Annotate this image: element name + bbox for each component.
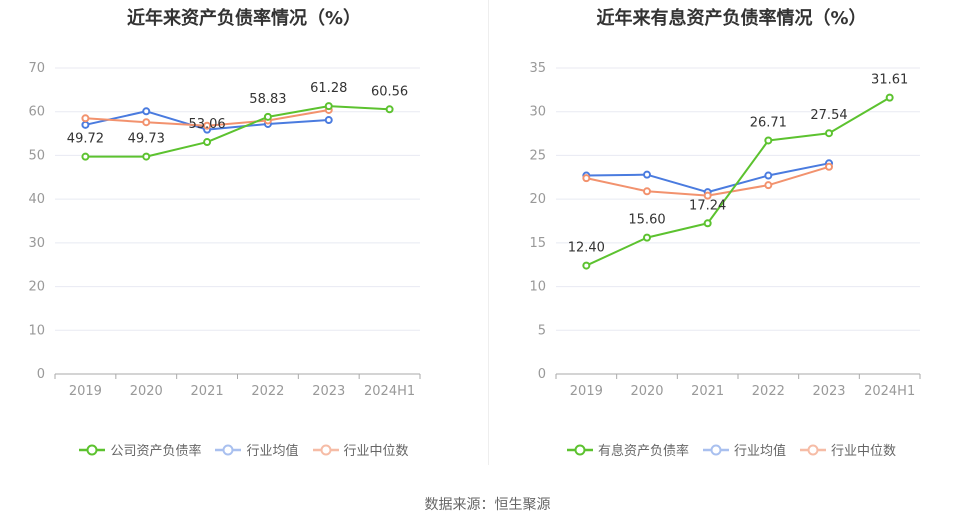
right-series-point-2 [703, 191, 712, 200]
right-data-label: 27.54 [810, 108, 847, 123]
right-y-tick-label: 5 [538, 323, 546, 338]
left-y-tick-label: 0 [37, 367, 45, 382]
legend-item-industry-median[interactable]: 行业中位数 [312, 440, 409, 459]
left-legend: 公司资产负债率 行业均值 行业中位数 [0, 440, 488, 459]
left-series-point-1 [324, 116, 333, 125]
left-series-point-2 [203, 121, 212, 130]
right-y-tick-label: 35 [529, 61, 546, 76]
legend-line-blue-icon [702, 444, 729, 455]
left-series-point-0 [385, 105, 394, 114]
right-y-tick-label: 0 [538, 367, 546, 382]
left-y-tick-label: 50 [28, 148, 45, 163]
left-data-label: 49.72 [67, 132, 104, 147]
legend-item-interest-bearing-debt-ratio[interactable]: 有息资产负债率 [566, 440, 689, 459]
left-y-tick-label: 10 [28, 323, 45, 338]
left-y-tick-label: 60 [28, 105, 45, 120]
data-source-note: 数据来源：恒生聚源 [424, 497, 551, 513]
legend-label: 行业均值 [733, 444, 786, 459]
right-data-label: 17.24 [689, 198, 726, 213]
right-series-line-0 [585, 96, 891, 267]
right-series-point-2 [764, 181, 773, 190]
panel-divider [488, 0, 489, 465]
right-x-tick-label: 2021 [691, 384, 724, 399]
right-chart-panel: 近年来有息资产负债率情况（%） 0 5 10 15 20 25 30 35 2019 2020 20… [488, 0, 975, 470]
right-series-point-1 [764, 171, 773, 180]
left-series-point-0 [81, 152, 90, 161]
legend-label: 行业均值 [246, 444, 299, 459]
left-series-point-0 [263, 112, 272, 121]
left-data-label: 58.83 [249, 92, 286, 107]
left-series-point-0 [142, 152, 151, 161]
right-series-point-0 [703, 219, 712, 228]
legend-label: 公司资产负债率 [110, 444, 202, 459]
legend-line-blue-icon [215, 444, 242, 455]
legend-label: 有息资产负债率 [597, 444, 689, 459]
legend-item-industry-average[interactable]: 行业均值 [215, 440, 299, 459]
right-chart-svg: 0 5 10 15 20 25 30 35 2019 2020 2021 2022 2023 2024H1… [529, 61, 921, 399]
right-series-point-0 [764, 136, 773, 145]
left-series-point-1 [142, 107, 151, 116]
legend-line-orange-icon [312, 444, 339, 455]
right-data-label: 26.71 [750, 115, 787, 130]
left-series-point-2 [81, 114, 90, 123]
right-x-tick-label: 2023 [812, 384, 845, 399]
right-chart-title: 近年来有息资产负债率情况（%） [596, 8, 867, 29]
right-data-label: 31.61 [871, 73, 908, 88]
right-legend: 有息资产负债率 行业均值 行业中位数 [488, 440, 975, 459]
right-series-point-2 [643, 187, 651, 196]
right-data-label: 15.60 [628, 213, 665, 228]
left-y-tick-label: 20 [28, 280, 45, 295]
left-data-label: 61.28 [310, 81, 347, 96]
legend-label: 行业中位数 [343, 444, 409, 459]
right-series-point-2 [825, 162, 833, 171]
left-x-tick-label: 2023 [312, 384, 345, 399]
left-data-label: 60.56 [371, 84, 408, 99]
legend-item-company-debt-ratio[interactable]: 公司资产负债率 [79, 440, 201, 459]
left-x-tick-label: 2022 [251, 384, 284, 399]
legend-label: 行业中位数 [831, 444, 897, 459]
right-series-point-0 [825, 129, 833, 138]
left-x-tick-label: 2024H1 [364, 384, 415, 399]
legend-line-green-icon [566, 444, 593, 455]
left-series-point-0 [324, 102, 333, 111]
left-data-label: 49.73 [128, 132, 165, 147]
left-x-tick-label: 2021 [191, 384, 224, 399]
left-data-label: 53.06 [188, 117, 225, 132]
right-y-tick-label: 25 [529, 148, 546, 163]
right-data-label: 12.40 [568, 241, 605, 256]
right-y-tick-label: 20 [529, 192, 546, 207]
left-series-point-2 [142, 118, 151, 127]
right-y-tick-label: 30 [529, 105, 546, 120]
left-chart-svg: 0 10 20 30 40 50 60 70 2019 2020 2021 2022 2023 2024H… [28, 61, 421, 399]
left-series-point-1 [81, 120, 90, 129]
left-y-tick-label: 30 [28, 236, 45, 251]
left-series-point-0 [203, 138, 212, 147]
right-series-point-1 [643, 170, 651, 179]
left-chart-panel: 近年来资产负债率情况（%） 0 10 20 30 40 50 60 70 2019 2020 202… [0, 0, 488, 470]
right-series-point-0 [643, 233, 651, 242]
right-x-tick-label: 2019 [570, 384, 603, 399]
right-series-point-2 [582, 174, 591, 183]
right-x-tick-label: 2024H1 [864, 384, 915, 399]
left-series-line-0 [85, 105, 390, 158]
right-y-tick-label: 10 [529, 280, 546, 295]
legend-item-industry-average[interactable]: 行业均值 [702, 440, 786, 459]
legend-item-industry-median[interactable]: 行业中位数 [800, 440, 896, 459]
left-x-tick-label: 2020 [130, 384, 163, 399]
left-chart-title: 近年来资产负债率情况（%） [126, 8, 362, 29]
legend-line-green-icon [79, 444, 106, 455]
left-x-tick-label: 2019 [69, 384, 102, 399]
legend-line-orange-icon [800, 444, 826, 455]
right-series-point-0 [582, 261, 591, 270]
left-y-tick-label: 70 [28, 61, 45, 76]
right-x-tick-label: 2020 [630, 384, 663, 399]
right-x-tick-label: 2022 [752, 384, 785, 399]
right-y-tick-label: 15 [529, 236, 546, 251]
left-y-tick-label: 40 [28, 192, 45, 207]
right-series-point-0 [885, 93, 894, 102]
